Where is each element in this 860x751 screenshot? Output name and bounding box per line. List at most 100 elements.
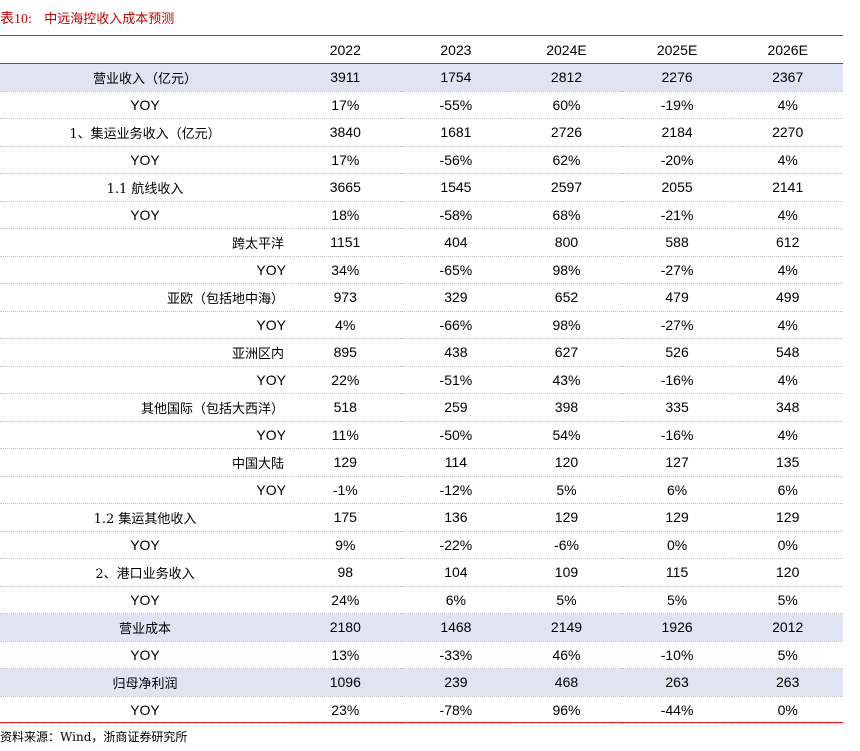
value-cell: -50% xyxy=(400,421,512,449)
value-cell: 4% xyxy=(290,311,401,339)
table-row: YOY 18% -58% 68% -21% 4% xyxy=(0,201,843,229)
row-label: YOY xyxy=(0,476,290,504)
value-cell: 329 xyxy=(400,283,512,312)
value-cell: 612 xyxy=(732,228,843,257)
value-cell: -51% xyxy=(400,366,512,394)
value-cell: 104 xyxy=(400,558,512,587)
value-cell: -20% xyxy=(621,146,733,174)
forecast-table: 2022 2023 2024E 2025E 2026E 营业收入（亿元） 3911… xyxy=(0,37,843,724)
row-label: 跨太平洋 xyxy=(0,228,290,257)
value-cell: 9% xyxy=(290,531,401,559)
value-cell: 2597 xyxy=(511,173,622,202)
table-row: 归母净利润 1096 239 468 263 263 xyxy=(0,668,843,697)
value-cell: 627 xyxy=(511,338,622,367)
header-cell: 2024E xyxy=(511,37,622,64)
row-label: YOY xyxy=(0,641,290,669)
table-row: YOY 34% -65% 98% -27% 4% xyxy=(0,256,843,284)
value-cell: 1096 xyxy=(290,668,401,697)
bottom-rule xyxy=(0,722,843,723)
value-cell: 895 xyxy=(290,338,401,367)
value-cell: 129 xyxy=(621,503,733,532)
value-cell: 98 xyxy=(290,558,401,587)
row-label: YOY xyxy=(0,91,290,119)
table-row: 营业收入（亿元） 3911 1754 2812 2276 2367 xyxy=(0,63,843,92)
value-cell: 652 xyxy=(511,283,622,312)
table-row: YOY 17% -55% 60% -19% 4% xyxy=(0,91,843,119)
value-cell: 18% xyxy=(290,201,401,229)
table-row: 1.1 航线收入 3665 1545 2597 2055 2141 xyxy=(0,173,843,202)
value-cell: 2055 xyxy=(621,173,733,202)
value-cell: 263 xyxy=(732,668,843,697)
value-cell: -33% xyxy=(400,641,512,669)
table-row: YOY 13% -33% 46% -10% 5% xyxy=(0,641,843,669)
header-cell: 2026E xyxy=(732,37,843,64)
value-cell: 518 xyxy=(290,393,401,422)
value-cell: -6% xyxy=(511,531,622,559)
value-cell: 548 xyxy=(732,338,843,367)
header-cell-blank xyxy=(0,37,290,64)
value-cell: 129 xyxy=(511,503,622,532)
value-cell: 1151 xyxy=(290,228,401,257)
row-label: 1.1 航线收入 xyxy=(0,173,290,202)
value-cell: -21% xyxy=(621,201,733,229)
value-cell: -56% xyxy=(400,146,512,174)
value-cell: 4% xyxy=(732,366,843,394)
row-label: YOY xyxy=(0,256,290,284)
value-cell: 46% xyxy=(511,641,622,669)
value-cell: -19% xyxy=(621,91,733,119)
value-cell: 2149 xyxy=(511,613,622,642)
value-cell: 263 xyxy=(621,668,733,697)
value-cell: 1926 xyxy=(621,613,733,642)
value-cell: 120 xyxy=(732,558,843,587)
value-cell: 0% xyxy=(732,696,843,724)
row-label: YOY xyxy=(0,366,290,394)
value-cell: -16% xyxy=(621,421,733,449)
value-cell: 5% xyxy=(511,476,622,504)
value-cell: 398 xyxy=(511,393,622,422)
value-cell: 109 xyxy=(511,558,622,587)
value-cell: 1754 xyxy=(400,63,512,92)
table-row: YOY 9% -22% -6% 0% 0% xyxy=(0,531,843,559)
value-cell: 62% xyxy=(511,146,622,174)
value-cell: 114 xyxy=(400,448,512,477)
row-label: YOY xyxy=(0,696,290,724)
table-title-text: 中远海控收入成本预测 xyxy=(44,12,175,27)
value-cell: 526 xyxy=(621,338,733,367)
table-row: YOY -1% -12% 5% 6% 6% xyxy=(0,476,843,504)
value-cell: 127 xyxy=(621,448,733,477)
row-label: 2、港口业务收入 xyxy=(0,558,290,587)
value-cell: 2141 xyxy=(732,173,843,202)
table-row: 亚洲区内 895 438 627 526 548 xyxy=(0,338,843,367)
row-label: YOY xyxy=(0,586,290,614)
row-label: 其他国际（包括大西洋） xyxy=(0,393,290,422)
value-cell: 1681 xyxy=(400,118,512,147)
value-cell: 5% xyxy=(621,586,733,614)
value-cell: 129 xyxy=(290,448,401,477)
value-cell: 6% xyxy=(732,476,843,504)
header-cell: 2022 xyxy=(290,37,401,64)
value-cell: -27% xyxy=(621,256,733,284)
value-cell: 2726 xyxy=(511,118,622,147)
value-cell: -55% xyxy=(400,91,512,119)
row-label: 营业成本 xyxy=(0,613,290,642)
value-cell: 259 xyxy=(400,393,512,422)
value-cell: 499 xyxy=(732,283,843,312)
row-label: 1、集运业务收入（亿元） xyxy=(0,118,290,147)
value-cell: -44% xyxy=(621,696,733,724)
value-cell: 98% xyxy=(511,311,622,339)
value-cell: 175 xyxy=(290,503,401,532)
table-row: 其他国际（包括大西洋） 518 259 398 335 348 xyxy=(0,393,843,422)
row-label: 亚欧（包括地中海） xyxy=(0,283,290,312)
value-cell: 5% xyxy=(732,641,843,669)
value-cell: 5% xyxy=(511,586,622,614)
value-cell: 60% xyxy=(511,91,622,119)
value-cell: 43% xyxy=(511,366,622,394)
value-cell: 17% xyxy=(290,146,401,174)
table-row: YOY 17% -56% 62% -20% 4% xyxy=(0,146,843,174)
table-row: YOY 24% 6% 5% 5% 5% xyxy=(0,586,843,614)
value-cell: 239 xyxy=(400,668,512,697)
value-cell: -27% xyxy=(621,311,733,339)
value-cell: 2270 xyxy=(732,118,843,147)
value-cell: 5% xyxy=(732,586,843,614)
table-row: YOY 11% -50% 54% -16% 4% xyxy=(0,421,843,449)
